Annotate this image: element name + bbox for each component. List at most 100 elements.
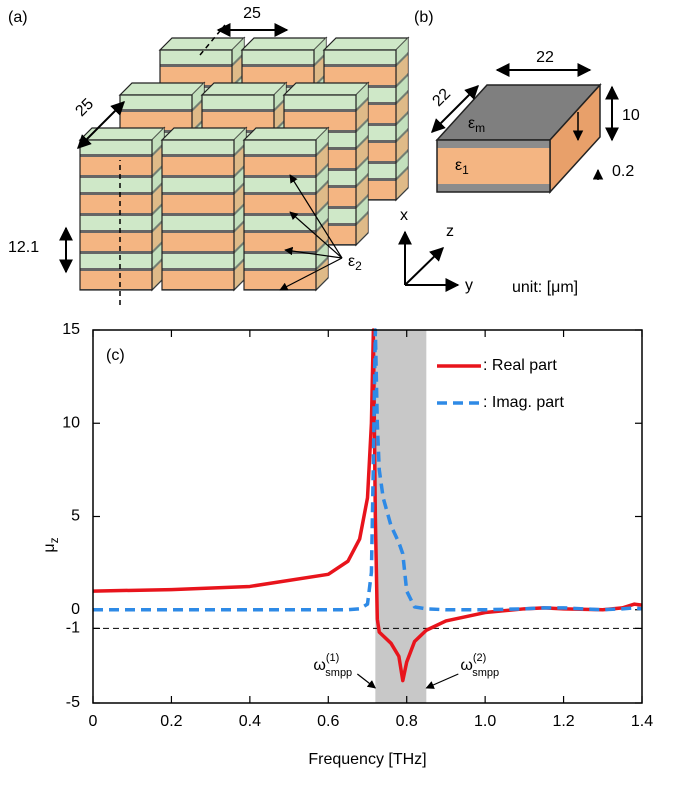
dimension-label: 10 [622,107,640,124]
pillar-layer [120,109,192,112]
shaded-region [375,330,426,703]
pillar-layer [80,233,152,251]
pillar-layer [162,268,234,271]
dimension-label: 0.2 [612,163,634,180]
pillar-layer [120,112,192,130]
dimension-label: 12.1 [8,239,39,256]
y-tick-label: 15 [62,321,80,338]
cell-metal [437,140,550,148]
x-tick-label: 0.6 [317,713,339,730]
pillar-layer [80,254,152,268]
dimension-arrow [405,248,443,285]
y-axis-label: μz [41,537,61,552]
y-axis-label-sub: z [47,537,61,543]
pillar-layer [244,175,316,178]
pillar-layer [80,271,152,289]
pillar-layer [324,67,396,85]
y-axis-label-base: μ [41,543,58,552]
pillar-layer [244,213,316,216]
dimension-label: 22 [536,49,554,66]
pillar-layer [80,195,152,213]
pillar-layer [162,192,234,195]
material-label-sub: 1 [462,163,469,177]
pillar-top [284,83,368,95]
pillar-layer [162,175,234,178]
annotation-base: ω [313,657,326,674]
annotation-sup: (1) [326,652,339,664]
y-tick-label: 0 [71,601,80,618]
material-label-base: ε [348,253,355,270]
y-tick-label: -1 [66,620,80,637]
pillar-top [160,38,244,50]
pillar-layer [242,50,314,64]
pillar-layer [80,140,152,154]
material-label-base: ε [455,157,462,174]
pillar-layer [324,64,396,67]
pillar-layer [244,140,316,154]
pillar-top [202,83,286,95]
pillar-layer [162,140,234,154]
pillar-layer [120,95,192,109]
unit-label: unit: [μm] [512,279,578,296]
dimension-label: 22 [429,85,454,110]
x-tick-label: 0.2 [160,713,182,730]
pillar-layer [80,213,152,216]
pillar-layer [162,216,234,230]
pillar-layer [244,195,316,213]
dimension-label: 25 [243,5,261,22]
x-tick-label: 0 [89,713,98,730]
pillar-layer [242,64,314,67]
y-tick-label: 10 [62,414,80,431]
pillar-layer [284,95,356,109]
x-tick-label: 1.2 [552,713,574,730]
pillar-layer [244,216,316,230]
pillar-layer [80,157,152,175]
material-label-base: ε [468,115,475,132]
pillar-layer [202,109,274,112]
pillar-layer [80,154,152,157]
pillar-layer [244,157,316,175]
pillar-layer [244,268,316,271]
pillar-layer [80,192,152,195]
pillar-layer [244,254,316,268]
material-label-sub: m [475,121,485,135]
annotation-arrow [426,674,458,688]
pillar-layer [80,178,152,192]
x-axis-label: Frequency [THz] [308,751,426,768]
pillar-layer [162,254,234,268]
pillar-layer [160,64,232,67]
pillar-layer [324,50,396,64]
pillar-layer [202,112,274,130]
pillar-top [244,128,328,140]
pillar-top [242,38,326,50]
pillar-layer [160,67,232,85]
panel-label: (b) [414,9,434,26]
pillar-layer [162,251,234,254]
figure: (a)252512.1ε2(b)2222100.2εmε1xyzunit: [μ… [0,0,678,792]
x-tick-label: 0.4 [239,713,261,730]
x-tick-label: 1.4 [631,713,653,730]
pillar-layer [284,109,356,112]
pillar-layer [162,233,234,251]
cell-metal [437,184,550,192]
pillar-layer [162,157,234,175]
panel-label: (c) [106,347,125,364]
pillar-layer [284,112,356,130]
y-tick-label: -5 [66,694,80,711]
plot-frame [93,330,642,703]
pillar-layer [80,251,152,254]
legend-label: : Imag. part [483,394,564,411]
pillar-top [162,128,246,140]
pillar-layer [162,213,234,216]
annotation-arrow [357,674,375,688]
annotation: ω(1)smpp [313,652,352,679]
panel-label: (a) [8,9,28,26]
y-tick-label: 5 [71,508,80,525]
pillar-layer [162,154,234,157]
pillar-layer [244,230,316,233]
pillar-top [324,38,408,50]
annotation-sub: smpp [472,667,499,679]
pillar-layer [80,216,152,230]
material-label: ε2 [348,253,362,273]
pillar-layer [202,95,274,109]
